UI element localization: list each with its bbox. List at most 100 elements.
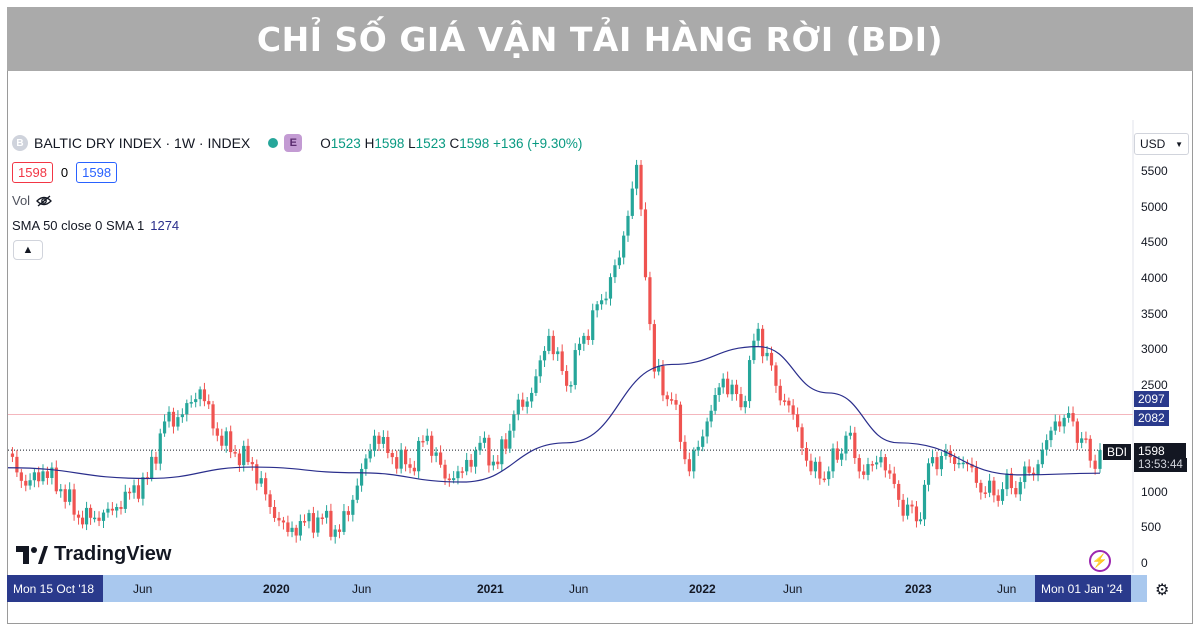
candle-down: [469, 459, 473, 467]
candle-down: [80, 517, 85, 525]
candle-down: [412, 467, 416, 472]
candle-down: [901, 499, 905, 516]
candle-up: [831, 448, 835, 472]
candle-down: [403, 449, 408, 465]
y-tick-label: 5000: [1141, 199, 1168, 214]
y-tick-label: 3000: [1141, 342, 1168, 357]
candle-down: [853, 432, 857, 459]
candle-up: [482, 437, 487, 443]
candle-up: [721, 378, 725, 388]
candle-down: [215, 428, 219, 436]
candle-up: [342, 511, 346, 532]
candle-up: [547, 335, 551, 351]
candle-up: [827, 471, 831, 480]
candle-down: [211, 404, 215, 429]
candle-down: [914, 506, 919, 522]
candle-up: [582, 335, 586, 344]
candle-down: [277, 517, 281, 521]
candle-up: [324, 510, 329, 518]
candle-up: [944, 450, 948, 456]
candle-down: [551, 335, 555, 355]
candle-up: [68, 489, 72, 502]
candle-up: [595, 304, 599, 311]
page-title: CHỈ SỐ GIÁ VẬN TẢI HÀNG RỜI (BDI): [256, 19, 944, 59]
y-tick-label: 4000: [1141, 270, 1168, 285]
symbol-name[interactable]: BALTIC DRY INDEX · 1W · INDEX: [34, 135, 251, 151]
candle-down: [447, 478, 451, 481]
candle-up: [705, 421, 709, 437]
change-readout: +136 (+9.30%): [493, 135, 583, 151]
candle-up: [123, 491, 127, 509]
candle-up: [617, 257, 621, 266]
y-tick-label: 5500: [1141, 164, 1168, 178]
candle-up: [465, 459, 469, 472]
candle-down: [822, 478, 826, 481]
candle-down: [10, 453, 15, 457]
candle-up: [840, 453, 844, 460]
candle-up: [538, 360, 542, 377]
candle-up: [1018, 482, 1022, 495]
candle-down: [648, 277, 652, 325]
candle-up: [180, 414, 184, 418]
candle-up: [957, 462, 961, 465]
candle-down: [883, 457, 887, 471]
candle-down: [311, 513, 316, 533]
candle-up: [696, 446, 700, 451]
gear-icon[interactable]: ⚙: [1155, 582, 1170, 599]
flash-icon[interactable]: ⚡: [1089, 550, 1111, 572]
time-axis[interactable]: [7, 575, 1147, 602]
candle-up: [577, 343, 582, 351]
candle-up: [417, 440, 421, 472]
time-axis-end-label: Mon 01 Jan '24: [1035, 575, 1131, 602]
candle-up: [1080, 438, 1084, 443]
candle-down: [329, 510, 333, 537]
candle-down: [857, 458, 861, 472]
collapse-legend-button[interactable]: ▲: [13, 240, 43, 260]
x-tick-label: 2021: [477, 582, 504, 596]
candle-up: [613, 265, 617, 278]
eye-hidden-icon[interactable]: [36, 195, 52, 207]
candle-up: [162, 421, 167, 434]
currency-select[interactable]: USD ▼: [1134, 133, 1189, 155]
candle-up: [355, 485, 359, 500]
candle-down: [1084, 438, 1088, 440]
candle-up: [381, 436, 385, 444]
candle-down: [1093, 460, 1097, 469]
candle-up: [351, 499, 355, 515]
sma-price-label: 2082: [1134, 410, 1169, 426]
candle-down: [272, 506, 277, 518]
candle-up: [132, 485, 136, 493]
sell-price-box[interactable]: 1598: [12, 162, 53, 183]
y-tick-label: 2500: [1141, 377, 1168, 392]
candle-down: [1009, 473, 1013, 489]
candle-down: [127, 491, 132, 494]
candle-down: [979, 482, 983, 493]
sma-label: SMA 50 close 0 SMA 1: [12, 218, 145, 233]
candle-down: [560, 351, 564, 372]
earnings-badge[interactable]: E: [284, 134, 303, 152]
candle-down: [818, 461, 822, 479]
candle-up: [242, 445, 246, 466]
buy-price-box[interactable]: 1598: [76, 162, 118, 183]
candle-up: [167, 411, 171, 422]
candle-up: [1036, 464, 1040, 475]
title-banner: CHỈ SỐ GIÁ VẬN TẢI HÀNG RỜI (BDI): [7, 7, 1193, 71]
sma-legend[interactable]: SMA 50 close 0 SMA 1 1274: [12, 218, 179, 233]
candle-down: [63, 489, 67, 502]
candle-down: [565, 371, 569, 386]
candle-up: [189, 402, 193, 404]
candle-up: [141, 477, 145, 499]
candle-down: [787, 400, 791, 406]
candle-up: [709, 410, 713, 422]
candle-up: [93, 517, 97, 520]
candle-down: [521, 399, 525, 407]
candle-down: [897, 483, 901, 500]
candle-up: [1066, 413, 1071, 418]
candle-down: [233, 452, 237, 454]
currency-label: USD: [1140, 137, 1166, 151]
candle-up: [657, 365, 661, 372]
candle-down: [669, 399, 674, 401]
candle-up: [918, 519, 923, 522]
candle-up: [1000, 489, 1005, 501]
